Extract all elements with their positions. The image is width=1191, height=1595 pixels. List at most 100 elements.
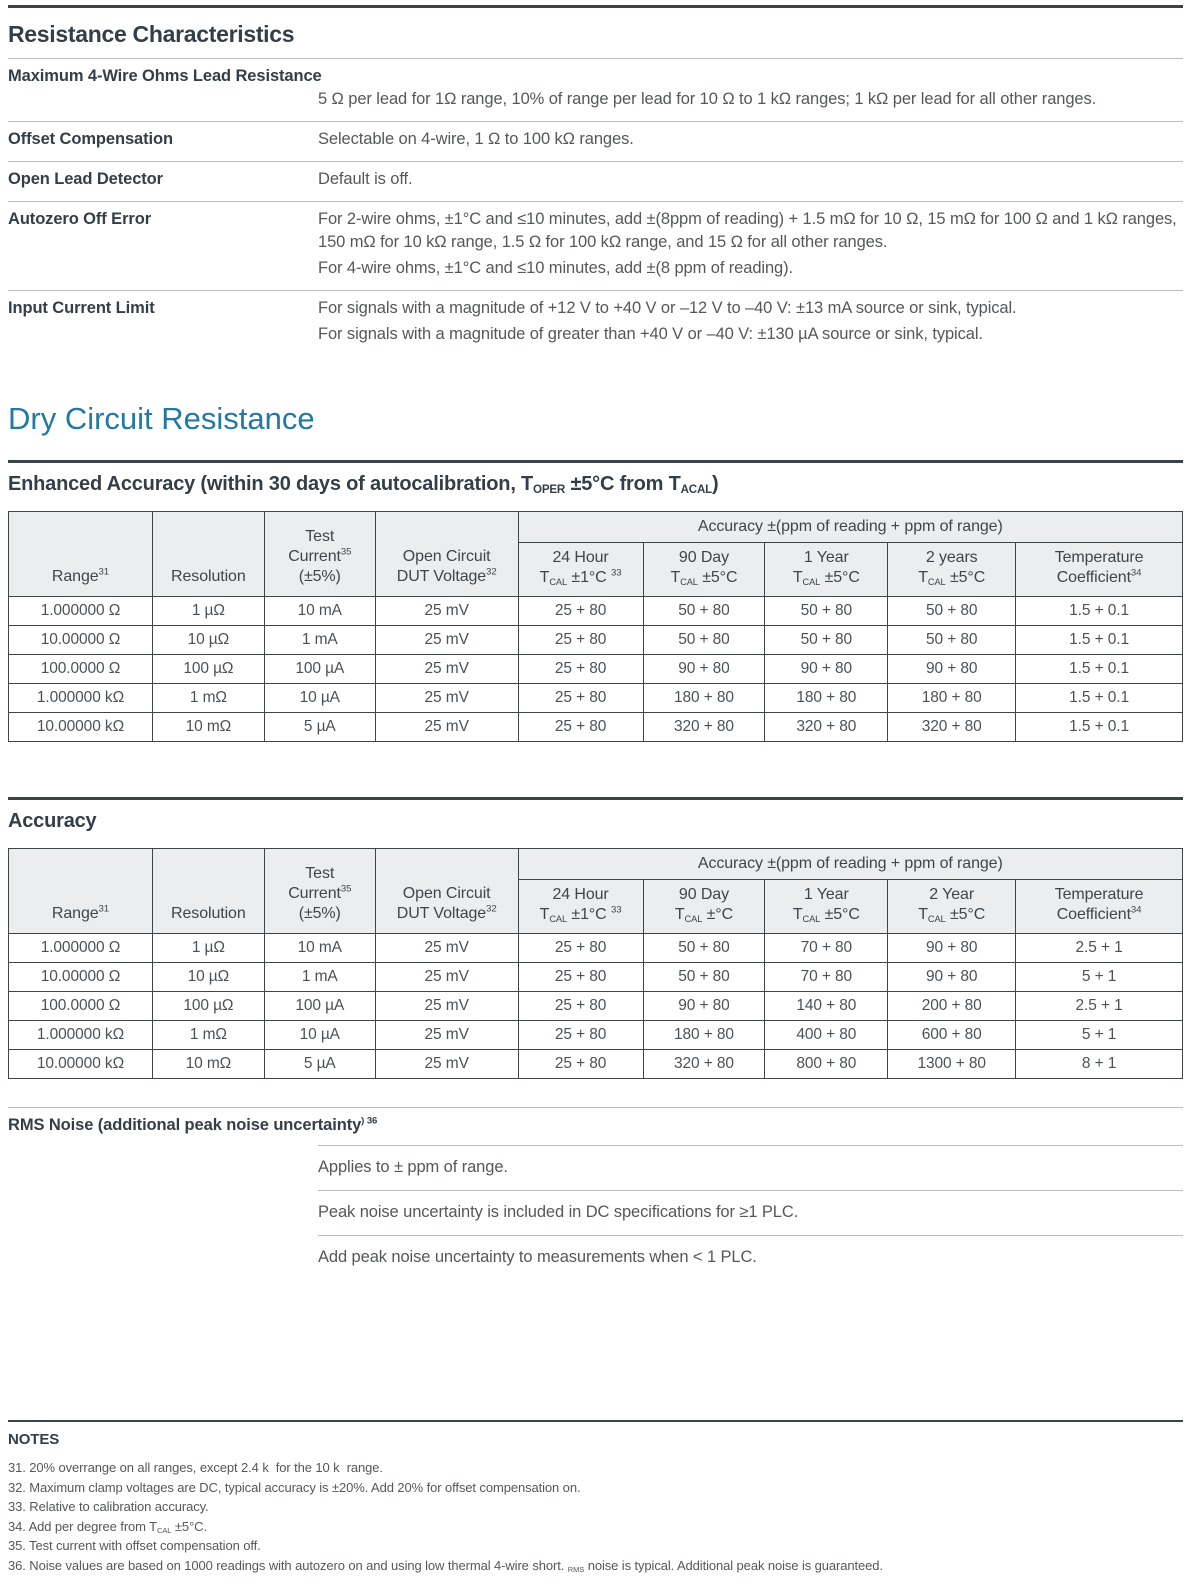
table-row: 10.00000 kΩ 10 mΩ 5 µA 25 mV 25 + 80 320 + 80… (8, 712, 1183, 742)
column-header: Resolution (151, 848, 265, 934)
table-row: 10.00000 kΩ 10 mΩ 5 µA 25 mV 25 + 80 320 + 80… (8, 1049, 1183, 1079)
table-cell: 25 + 80 (517, 962, 644, 992)
table-cell: 180 + 80 (642, 683, 766, 713)
table-cell: 10 µA (263, 683, 376, 713)
table-cell: 25 + 80 (517, 712, 644, 742)
table-cell: 100.0000 Ω (8, 654, 153, 684)
table-cell: 1.5 + 0.1 (1015, 712, 1183, 742)
column-header: Temperature Coefficient34 (1015, 542, 1183, 597)
spec-label: Input Current Limit (8, 299, 155, 317)
table-cell: 25 mV (374, 1049, 519, 1079)
spec-value: Default is off. (318, 170, 413, 188)
table-cell: 10.00000 Ω (8, 962, 153, 992)
column-header: Range31 (8, 511, 153, 597)
column-header: Open Circuit DUT Voltage32 (374, 848, 519, 934)
table-cell: 5 µA (263, 1049, 376, 1079)
table-cell: 320 + 80 (887, 712, 1017, 742)
column-header: 2 years TCAL ±5°C (887, 542, 1017, 597)
table-cell: 25 + 80 (517, 654, 644, 684)
table-cell: 90 + 80 (642, 991, 766, 1021)
notes-list: 31. 20% overrange on all ranges, except … (8, 1458, 1183, 1575)
column-header: 24 Hour TCAL ±1°C 33 (517, 879, 644, 934)
accuracy-heading: Accuracy (8, 810, 97, 832)
table-cell: 50 + 80 (642, 625, 766, 655)
table-cell: 25 + 80 (517, 933, 644, 963)
rms-top-rule (8, 1107, 1183, 1108)
dry-circuit-resistance-heading: Dry Circuit Resistance (8, 401, 315, 436)
table-cell: 5 + 1 (1015, 962, 1183, 992)
column-header: Temperature Coefficient34 (1015, 879, 1183, 934)
section-divider-rule (8, 460, 1183, 463)
table-cell: 25 + 80 (517, 683, 644, 713)
table-cell: 320 + 80 (642, 712, 766, 742)
table-cell: 600 + 80 (887, 1020, 1017, 1050)
table-cell: 100 µA (263, 991, 376, 1021)
table-cell: 8 + 1 (1015, 1049, 1183, 1079)
resistance-characteristics-heading: Resistance Characteristics (8, 21, 295, 47)
spec-label: Offset Compensation (8, 130, 173, 148)
table-cell: 50 + 80 (887, 625, 1017, 655)
column-header: 2 Year TCAL ±5°C (887, 879, 1017, 934)
enhanced-accuracy-table: Range31 Resolution Test Current35 (±5%) Open … (8, 511, 1184, 742)
table-cell: 1 mA (263, 962, 376, 992)
table-cell: 25 + 80 (517, 1049, 644, 1079)
table-cell: 90 + 80 (887, 654, 1017, 684)
table-cell: 25 mV (374, 654, 519, 684)
table-row: 100.0000 Ω 100 µΩ 100 µA 25 mV 25 + 80 90 + 8… (8, 991, 1183, 1021)
note-item: 32. Maximum clamp voltages are DC, typic… (8, 1479, 581, 1495)
section-divider-rule (8, 797, 1183, 800)
table-cell: 1 µΩ (151, 596, 265, 626)
table-cell: 100 µΩ (151, 654, 265, 684)
accuracy-span-header: Accuracy ±(ppm of reading + ppm of range… (517, 511, 1184, 543)
table-cell: 90 + 80 (887, 933, 1017, 963)
table-cell: 2.5 + 1 (1015, 933, 1183, 963)
table-cell: 5 µA (263, 712, 376, 742)
table-row: 1.000000 kΩ 1 mΩ 10 µA 25 mV 25 + 80 180 + 80… (8, 683, 1183, 713)
table-cell: 50 + 80 (887, 596, 1017, 626)
spec-row: Open Lead Detector Default is off. (8, 161, 1183, 201)
table-cell: 180 + 80 (764, 683, 889, 713)
table-cell: 90 + 80 (764, 654, 889, 684)
spec-label: Open Lead Detector (8, 170, 163, 188)
note-item: 31. 20% overrange on all ranges, except … (8, 1460, 383, 1475)
note-item: 34. Add per degree from TCAL ±5°C. (8, 1518, 207, 1535)
table-row: 1.000000 kΩ 1 mΩ 10 µA 25 mV 25 + 80 180 + 80… (8, 1020, 1183, 1050)
notes-section: NOTES 31. 20% overrange on all ranges, e… (8, 1420, 1183, 1575)
table-cell: 25 mV (374, 933, 519, 963)
table-cell: 1.5 + 0.1 (1015, 654, 1183, 684)
spec-value: For 2-wire ohms, ±1°C and ≤10 minutes, a… (318, 210, 1177, 277)
table-cell: 25 + 80 (517, 596, 644, 626)
rms-noise-row: Add peak noise uncertainty to measuremen… (318, 1235, 1183, 1280)
spec-row: Input Current Limit For signals with a ma… (8, 290, 1183, 356)
table-cell: 70 + 80 (764, 962, 889, 992)
table-cell: 25 mV (374, 596, 519, 626)
table-cell: 1.5 + 0.1 (1015, 683, 1183, 713)
table-cell: 90 + 80 (642, 654, 766, 684)
datasheet-page: Resistance Characteristics Maximum 4-Wir… (0, 5, 1191, 1595)
table-row: 100.0000 Ω 100 µΩ 100 µA 25 mV 25 + 80 90 + 8… (8, 654, 1183, 684)
column-header: Test Current35 (±5%) (263, 848, 376, 934)
notes-heading: NOTES (8, 1431, 60, 1448)
table-cell: 25 mV (374, 991, 519, 1021)
rms-noise-heading: RMS Noise (additional peak noise uncerta… (8, 1115, 378, 1134)
table-cell: 70 + 80 (764, 933, 889, 963)
table-cell: 10.00000 kΩ (8, 1049, 153, 1079)
spec-row: Offset Compensation Selectable on 4-wire,… (8, 121, 1183, 161)
table-cell: 10 mA (263, 933, 376, 963)
column-header: 24 Hour TCAL ±1°C 33 (517, 542, 644, 597)
table-cell: 10 µΩ (151, 625, 265, 655)
table-cell: 25 + 80 (517, 1020, 644, 1050)
table-cell: 10.00000 Ω (8, 625, 153, 655)
table-cell: 1.5 + 0.1 (1015, 596, 1183, 626)
accuracy-table: Range31 Resolution Test Current35 (±5%) Open … (8, 848, 1184, 1079)
spec-row: Maximum 4-Wire Ohms Lead Resistance 5 Ω p… (8, 58, 1183, 121)
column-header: Test Current35 (±5%) (263, 511, 376, 597)
table-cell: 50 + 80 (642, 962, 766, 992)
table-cell: 10 µA (263, 1020, 376, 1050)
table-cell: 1 µΩ (151, 933, 265, 963)
spec-value: Selectable on 4-wire, 1 Ω to 100 kΩ rang… (318, 130, 634, 148)
column-header: Open Circuit DUT Voltage32 (374, 511, 519, 597)
table-cell: 1 mΩ (151, 683, 265, 713)
table-cell: 320 + 80 (764, 712, 889, 742)
